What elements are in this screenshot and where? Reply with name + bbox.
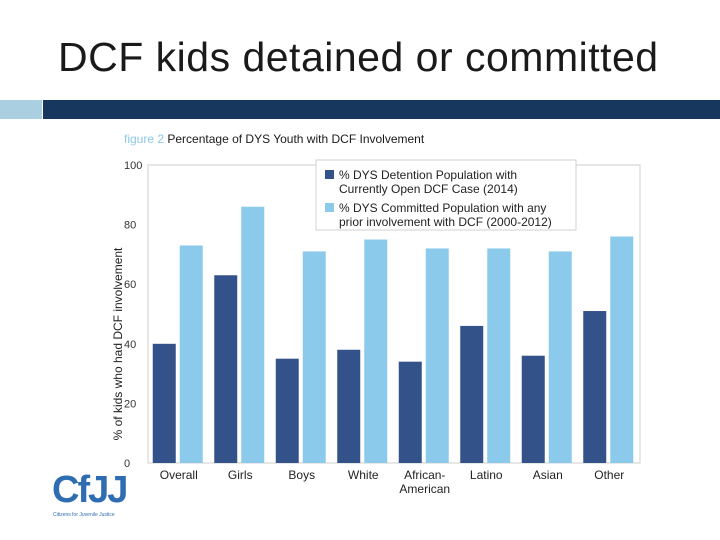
bar-detention [152, 343, 176, 463]
legend-entry: % DYS Detention Population with Currently… [339, 168, 518, 196]
y-tick-label: 80 [124, 220, 136, 232]
bar-committed [302, 251, 326, 463]
figure-number: figure 2 [124, 132, 165, 146]
bar-committed [364, 239, 388, 463]
bar-committed [179, 245, 203, 463]
x-tick-label: Boys [288, 468, 315, 482]
bar-detention [583, 311, 607, 463]
bar-committed [425, 248, 449, 463]
x-tick-label: Overall [160, 468, 198, 482]
x-tick-label: African-American [399, 468, 450, 496]
y-axis-label: % of kids who had DCF involvement [111, 247, 125, 440]
title-rule-bar [43, 100, 720, 119]
chart-plot: 0 20 40 60 80 100 % of kids who had DCF involv… [111, 159, 641, 496]
logo-tagline: Citizens for Juvenile Justice [53, 512, 115, 518]
bar-chart: 0 20 40 60 80 100 % of kids who had DCF involv… [111, 159, 641, 496]
bar-detention [460, 325, 484, 463]
x-tick-label: Latino [470, 468, 503, 482]
legend-swatch [325, 203, 334, 212]
x-tick-label: Asian [533, 468, 563, 482]
legend-box [315, 159, 577, 231]
y-tick-label: 40 [124, 339, 136, 351]
bar-committed [487, 248, 511, 463]
y-tick-label: 0 [124, 458, 130, 470]
y-tick-label: 100 [124, 160, 142, 172]
bar-detention [275, 358, 299, 463]
y-tick-label: 60 [124, 279, 136, 291]
bar-detention [398, 361, 422, 463]
bar-committed [548, 251, 572, 463]
bar-committed [241, 206, 265, 463]
title-rule-accent [0, 100, 42, 119]
bar-detention [214, 275, 238, 463]
figure-caption: figure 2 Percentage of DYS Youth with DC… [124, 132, 424, 146]
bar-committed [610, 236, 634, 463]
x-tick-label: Girls [228, 468, 253, 482]
bar-detention [521, 355, 545, 463]
legend-entry: % DYS Committed Population with any prior… [339, 201, 552, 229]
svg-text:CfJJ: CfJJ [52, 469, 126, 511]
legend-swatch [325, 170, 334, 179]
x-tick-label: Other [594, 468, 624, 482]
slide-title: DCF kids detained or committed [58, 34, 659, 80]
x-tick-label: White [348, 468, 379, 482]
figure-caption-text: Percentage of DYS Youth with DCF Involve… [167, 132, 425, 146]
y-tick-label: 20 [124, 398, 136, 410]
cfjj-logo: CfJJ Citizens for Juvenile Justice [52, 469, 128, 518]
bar-detention [337, 349, 361, 463]
